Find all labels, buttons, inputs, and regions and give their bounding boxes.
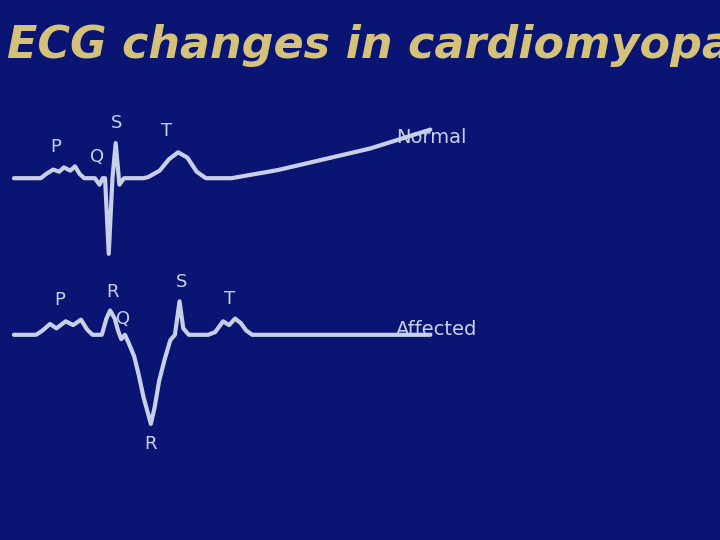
Text: P: P <box>55 291 66 309</box>
Text: S: S <box>111 114 122 132</box>
Text: R: R <box>145 435 157 453</box>
Text: T: T <box>161 123 172 140</box>
Text: S: S <box>176 273 187 291</box>
Text: Q: Q <box>116 310 130 328</box>
Text: ECG changes in cardiomyopathy: ECG changes in cardiomyopathy <box>7 24 720 68</box>
Text: Affected: Affected <box>396 320 477 339</box>
Text: T: T <box>223 290 235 308</box>
Text: Q: Q <box>90 148 104 166</box>
Text: R: R <box>106 284 119 301</box>
Text: Normal: Normal <box>396 128 466 147</box>
Text: P: P <box>50 138 61 156</box>
